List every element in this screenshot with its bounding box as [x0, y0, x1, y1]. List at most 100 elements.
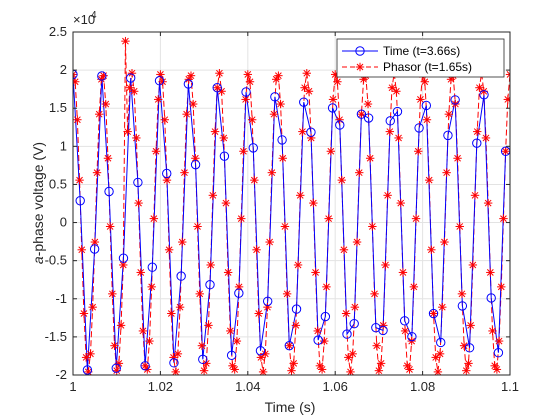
phasor-point [494, 336, 504, 346]
time-point [219, 151, 230, 161]
phasor-point [383, 191, 392, 200]
phasor-point [427, 245, 436, 254]
phasor-point [470, 191, 480, 200]
phasor-point [398, 268, 408, 277]
phasor-point [365, 154, 375, 163]
time-point [147, 262, 158, 272]
time-point [176, 271, 186, 281]
phasor-point [154, 95, 163, 104]
phasor-point [414, 147, 423, 156]
time-point [342, 329, 352, 339]
phasor-point [322, 282, 331, 292]
phasor-point [352, 237, 362, 247]
phasor-point [293, 260, 303, 270]
phasor-point [256, 353, 266, 362]
phasor-point [324, 214, 333, 223]
phasor-point [250, 175, 259, 185]
phasor-point [333, 77, 342, 86]
series-layer [73, 36, 510, 375]
phasor-point [173, 349, 183, 359]
phasor-point [73, 70, 78, 79]
phasor-point [265, 237, 274, 247]
time-point [154, 76, 165, 86]
time-point [313, 335, 323, 345]
phasor-point [158, 77, 167, 86]
time-point [133, 177, 143, 188]
phasor-point [278, 154, 287, 163]
phasor-point [226, 326, 235, 336]
phasor-point [149, 214, 159, 223]
phasor-point [90, 237, 100, 247]
phasor-point [254, 309, 263, 318]
phasor-point [381, 260, 390, 270]
phasor-point [400, 326, 410, 336]
y-tick-label: -0.5 [45, 253, 67, 268]
phasor-point [497, 282, 506, 292]
phasor-point [311, 268, 320, 277]
phasor-point [108, 289, 117, 299]
x-tick-label: 1.04 [235, 379, 260, 394]
legend: Time (t=3.66s) Phasor (t=1.65s) [336, 38, 505, 78]
time-point [320, 311, 331, 322]
time-point [226, 350, 237, 361]
phasor-point [387, 83, 397, 92]
time-point [125, 73, 136, 83]
legend-star-shape [355, 62, 365, 72]
time-point [104, 186, 114, 197]
time-point [190, 159, 201, 170]
phasor-point [429, 309, 438, 318]
phasor-point [492, 365, 502, 374]
phasor-point [357, 109, 366, 119]
phasor-point [219, 133, 228, 143]
phasor-point [245, 77, 255, 86]
phasor-point [110, 341, 119, 350]
phasor-point [267, 168, 277, 177]
phasor-point [188, 99, 198, 109]
phasor-point [348, 349, 357, 359]
legend-marker-time [355, 46, 365, 56]
phasor-point [376, 359, 386, 368]
phasor-point [435, 349, 445, 359]
time-point [407, 331, 417, 342]
x-tick-label: 1.02 [148, 379, 173, 394]
phasor-point [291, 321, 301, 330]
phasor-point [309, 198, 318, 208]
time-point [486, 293, 496, 303]
phasor-point [455, 222, 464, 231]
phasor-point [208, 191, 218, 200]
y-axis-label-rest: -phase voltage (V) [30, 142, 46, 256]
time-point [450, 95, 460, 105]
phasor-point [344, 353, 353, 362]
axis-ticks: 1 1.02 1.04 1.06 1.08 1.1 -2 -1.5 -1 -0.5 0 0.5 1 1.5… [45, 24, 519, 394]
phasor-point [95, 109, 104, 119]
phasor-point [392, 87, 401, 96]
phasor-point [424, 175, 434, 185]
phasor-point [223, 268, 233, 277]
phasor-point [182, 109, 191, 119]
time-point [378, 325, 388, 336]
phasor-point [285, 341, 294, 350]
phasor-point [180, 168, 189, 177]
time-point [89, 244, 100, 254]
time-point [306, 127, 316, 137]
phasor-point [151, 147, 161, 156]
phasor-point [438, 302, 447, 312]
time-point [349, 318, 359, 329]
time-point [284, 340, 295, 351]
phasor-point [114, 359, 124, 368]
phasor-point [505, 70, 510, 79]
phasor-point [355, 168, 364, 177]
y-axis-label-italic: a [30, 256, 46, 264]
phasor-point [199, 366, 209, 375]
phasor-point [138, 326, 148, 336]
phasor-point [368, 222, 377, 231]
time-point [436, 337, 446, 348]
phasor-point [213, 83, 222, 92]
legend-label-time: Time (t=3.66s) [383, 44, 460, 58]
phasor-point [385, 127, 395, 136]
time-point [299, 97, 309, 107]
phasor-point [464, 359, 473, 368]
time-point [457, 301, 468, 311]
phasor-point [79, 309, 89, 318]
time-point [493, 348, 504, 358]
